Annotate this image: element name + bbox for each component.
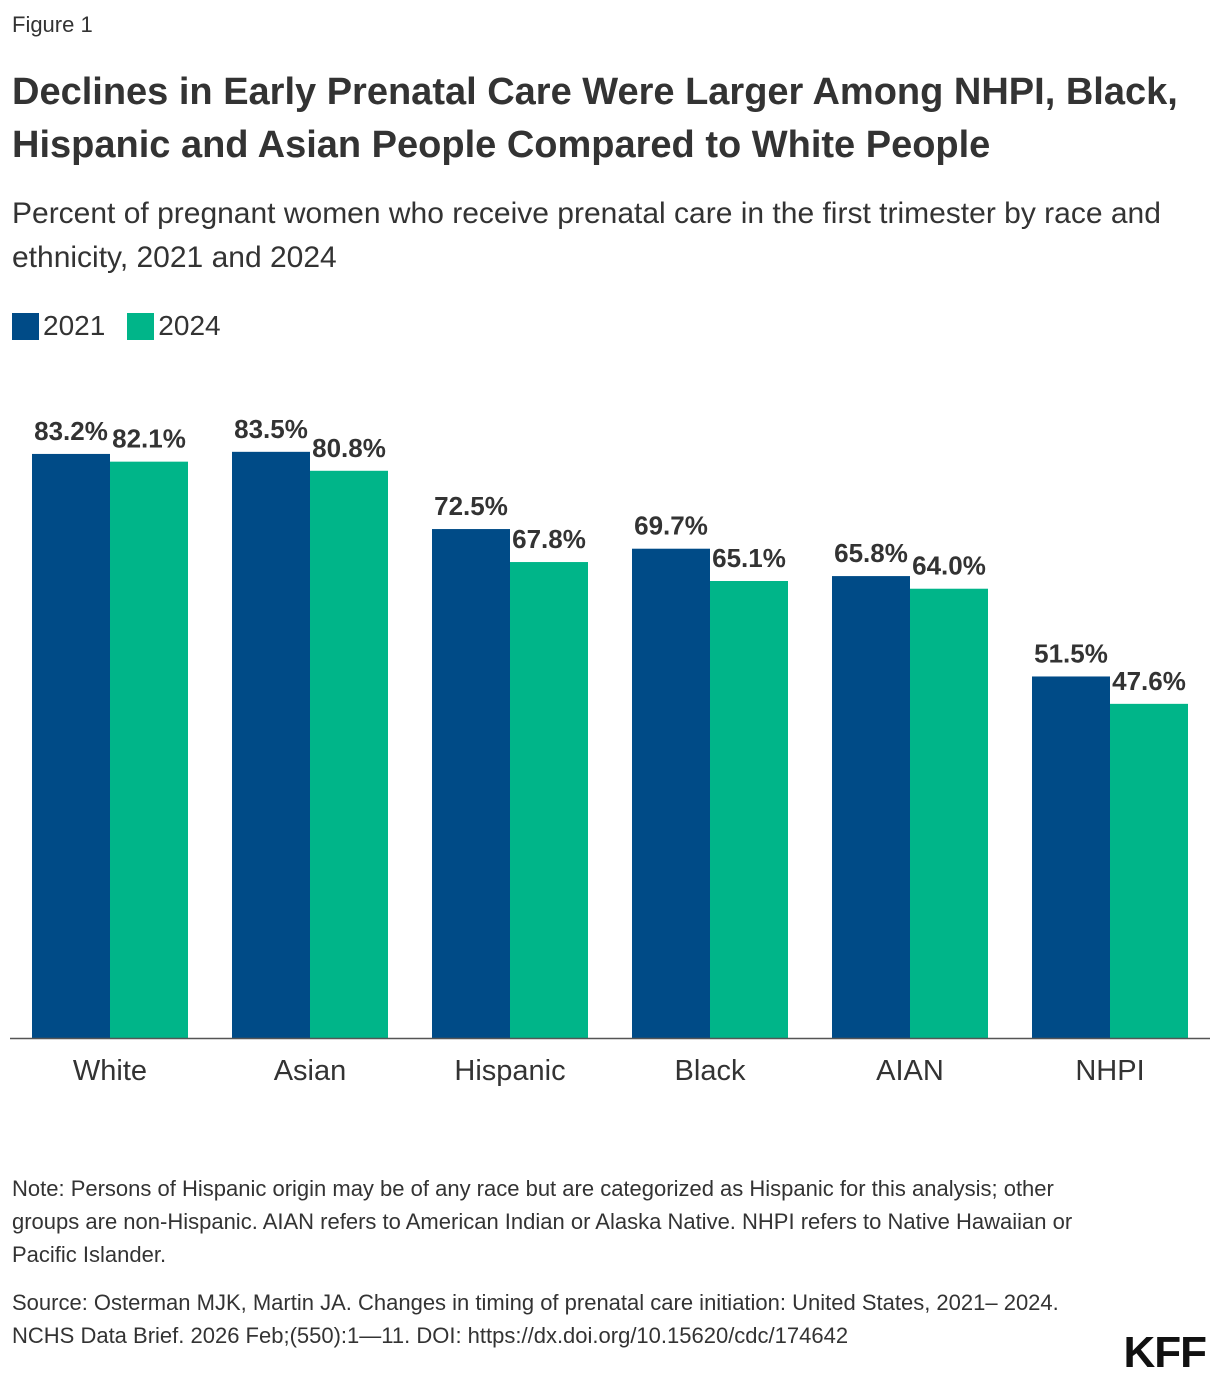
bar-aian-2021	[832, 576, 910, 1038]
data-label-aian-2024: 64.0%	[912, 551, 986, 581]
bar-aian-2024	[910, 588, 988, 1038]
legend-label-2021: 2021	[43, 310, 106, 341]
legend-item-2021: 2021	[12, 310, 105, 342]
data-label-white-2021: 83.2%	[34, 416, 108, 446]
legend-item-2024: 2024	[127, 310, 221, 342]
category-label-asian: Asian	[274, 1055, 347, 1087]
bar-nhpi-2024	[1110, 703, 1188, 1038]
data-label-aian-2021: 65.8%	[834, 538, 908, 568]
data-label-asian-2024: 80.8%	[312, 433, 386, 463]
figure-label: Figure 1	[12, 12, 93, 37]
bar-chart: 83.2% 82.1% White 83.5%80.8% Asian 72.5%67.8%…	[10, 414, 1210, 1087]
bar-white-2024	[110, 461, 188, 1039]
category-label-black: Black	[675, 1055, 746, 1087]
bar-black-2021	[632, 548, 710, 1038]
data-label-hispanic-2024: 67.8%	[512, 524, 586, 554]
data-label-hispanic-2021: 72.5%	[434, 491, 508, 521]
bar-hispanic-2021	[432, 529, 510, 1038]
chart-subtitle: Percent of pregnant women who receive pr…	[12, 197, 1161, 274]
bar-white-2021	[32, 453, 110, 1038]
kff-logo: KFF	[1123, 1328, 1207, 1377]
data-label-white-2024: 82.1%	[112, 424, 186, 454]
data-label-nhpi-2021: 51.5%	[1034, 638, 1108, 668]
data-label-black-2021: 69.7%	[634, 511, 708, 541]
legend-swatch-2024	[127, 312, 155, 340]
category-label-nhpi: NHPI	[1075, 1055, 1144, 1087]
legend-swatch-2021	[12, 312, 39, 340]
bar-nhpi-2021	[1032, 676, 1110, 1038]
category-label-aian: AIAN	[876, 1055, 944, 1087]
bar-asian-2021	[232, 451, 310, 1038]
data-label-asian-2021: 83.5%	[234, 414, 308, 444]
chart-note: Note: Persons of Hispanic origin may be …	[12, 1176, 1073, 1267]
bar-asian-2024	[310, 470, 388, 1038]
data-label-black-2024: 65.1%	[712, 543, 786, 573]
category-label-hispanic: Hispanic	[454, 1055, 565, 1087]
category-label-white: White	[73, 1055, 147, 1087]
legend: 2021 2024	[12, 310, 243, 342]
data-label-nhpi-2024: 47.6%	[1112, 666, 1186, 696]
bar-hispanic-2024	[510, 562, 588, 1038]
chart-source: Source: Osterman MJK, Martin JA. Changes…	[12, 1290, 1059, 1348]
chart-title: Declines in Early Prenatal Care Were Lar…	[12, 71, 1178, 166]
bar-black-2024	[710, 580, 788, 1038]
legend-label-2024: 2024	[158, 310, 221, 341]
